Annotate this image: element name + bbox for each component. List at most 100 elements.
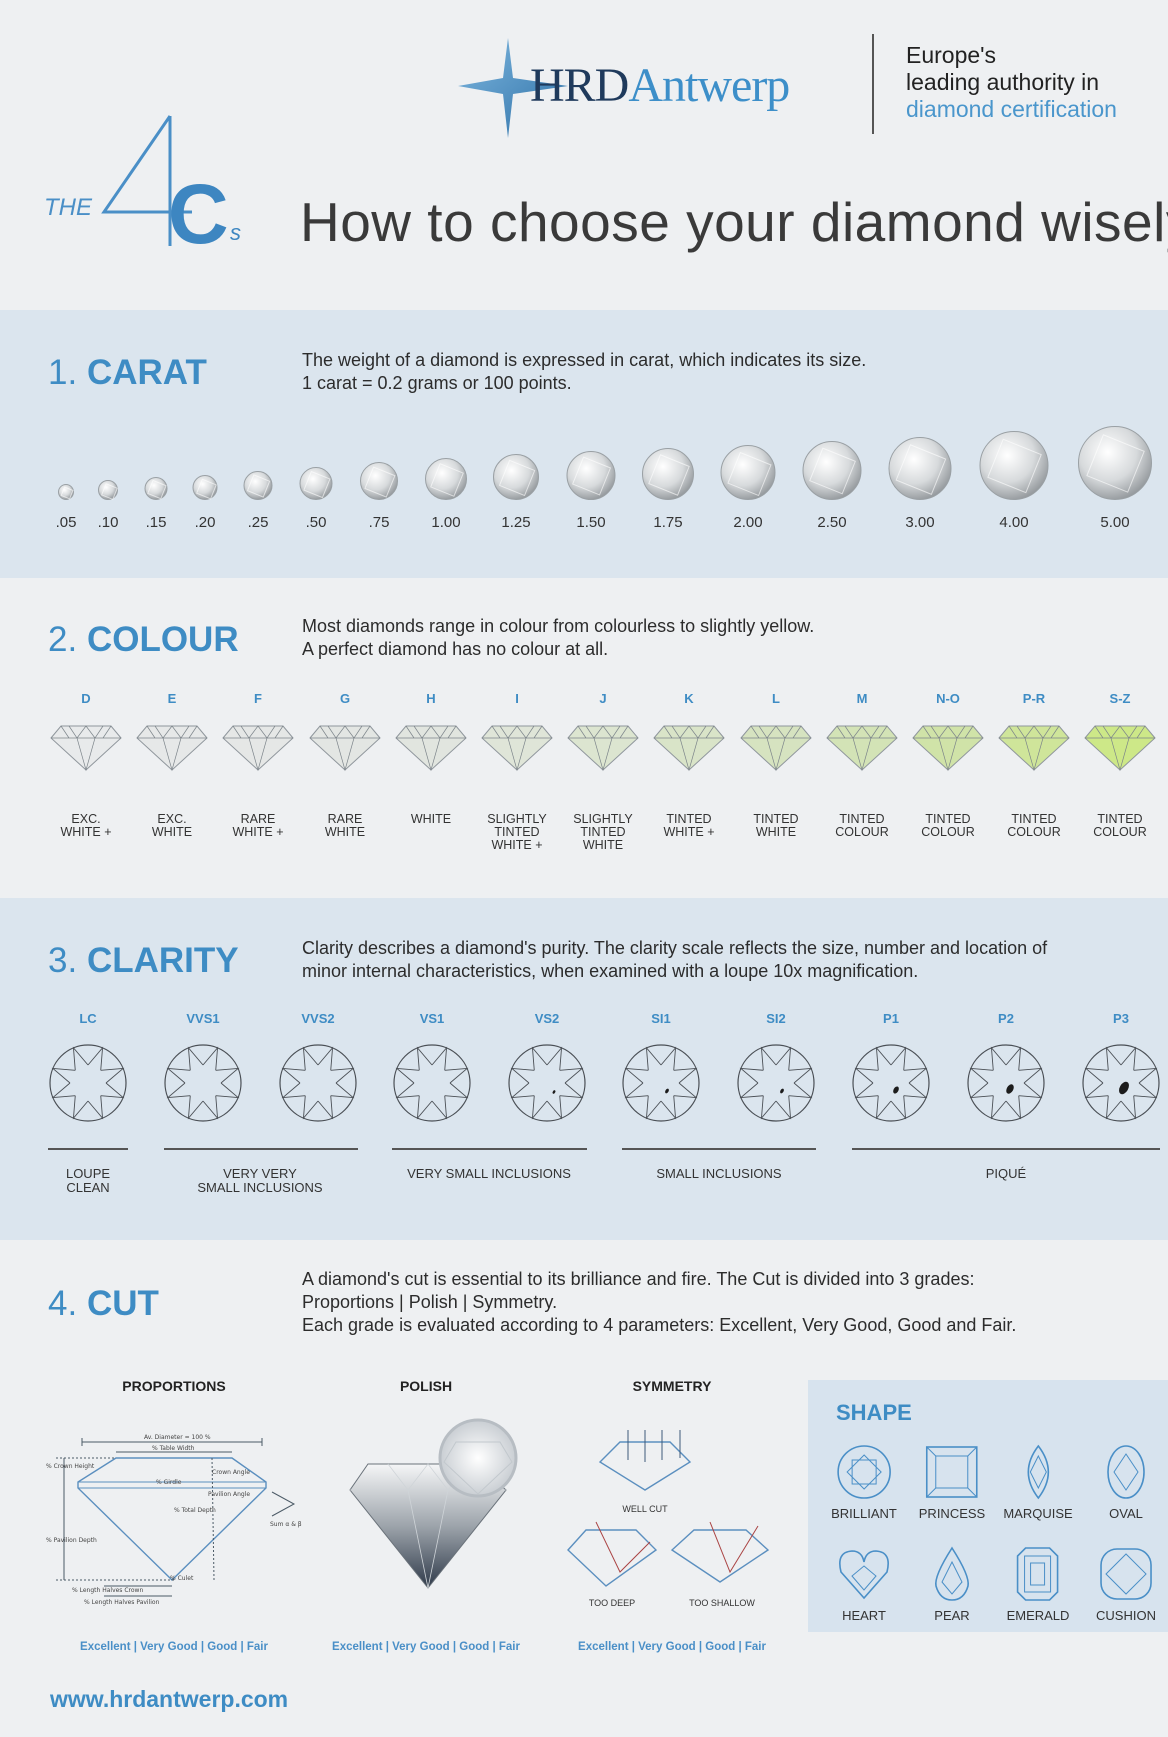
colour-grade-letter: P-R: [1022, 691, 1046, 706]
carat-section: [0, 310, 1168, 578]
symmetry-heading: SYMMETRY: [632, 1378, 712, 1394]
symmetry-scale: Excellent | Very Good | Good | Fair: [578, 1641, 766, 1653]
clarity-group-line: [852, 1148, 1160, 1150]
heart-shape-icon: [839, 1550, 889, 1600]
prop-label-crown-angle: Crown Angle: [212, 1469, 250, 1476]
proportions-diagram: Av. Diameter = 100 % % Table Width % Cro…: [46, 1434, 302, 1606]
carat-diamond: [720, 445, 776, 500]
carat-diamond-icon: [802, 441, 862, 500]
cut-desc-line3: Each grade is evaluated according to 4 p…: [302, 1315, 1017, 1335]
prop-label-culet: % Culet: [170, 1575, 194, 1582]
carat-diamond: [425, 458, 467, 500]
prop-label-table: % Table Width: [152, 1445, 195, 1452]
carat-weight-label: .25: [247, 514, 269, 531]
carat-diamond-icon: [360, 462, 398, 500]
prop-label-pavilion-depth: % Pavilion Depth: [46, 1537, 97, 1544]
clarity-group-label: LOUPE CLEAN: [65, 1166, 111, 1195]
tagline-line2: leading authority in: [906, 69, 1100, 95]
emerald-shape-icon: [1017, 1547, 1059, 1601]
carat-weight-label: 2.00: [733, 514, 763, 531]
cut-heading: 4. CUT: [48, 1284, 159, 1324]
logo-the: THE: [44, 194, 92, 221]
logo-c: C: [168, 167, 229, 261]
colour-grade-letter: K: [684, 691, 694, 706]
carat-title: CARAT: [86, 353, 207, 392]
carat-diamond: [243, 471, 273, 500]
carat-number: 1.: [48, 353, 78, 392]
clarity-number: 3.: [48, 941, 78, 980]
carat-description: The weight of a diamond is expressed in …: [302, 349, 866, 395]
pear-shape-icon: [935, 1546, 969, 1601]
symmetry-diagram: WELL CUT TOO DEEP TOO SHALLOW: [567, 1430, 770, 1608]
carat-weight-label: 3.00: [905, 514, 935, 531]
clarity-group-line: [392, 1148, 587, 1150]
header-divider: [872, 34, 874, 134]
colour-grade-label: TINTED COLOUR: [921, 812, 975, 839]
carat-weight-label: 1.75: [653, 514, 683, 531]
colour-desc-line2: A perfect diamond has no colour at all.: [302, 639, 609, 659]
colour-grade-label: RARE WHITE: [324, 812, 366, 839]
shape-panel: SHAPE BRILLIANT PRINCESS MARQUISE OVAL H…: [808, 1380, 1168, 1632]
clarity-desc-line2: minor internal characteristics, when exa…: [302, 961, 919, 981]
clarity-group-label: VERY VERY SMALL INCLUSIONS: [197, 1166, 323, 1195]
clarity-grade-label: LC: [79, 1011, 97, 1026]
website-link[interactable]: www.hrdantwerp.com: [50, 1686, 289, 1712]
hrd-star-logo-icon: [458, 38, 568, 138]
carat-desc-line2: 1 carat = 0.2 grams or 100 points.: [302, 373, 572, 393]
carat-weight-label: 1.25: [501, 514, 531, 531]
shape-label-pear: PEAR: [934, 1608, 970, 1623]
colour-diamond-icon: [1084, 725, 1156, 772]
polish-scale: Excellent | Very Good | Good | Fair: [332, 1641, 520, 1653]
carat-diamond-icon: [192, 475, 218, 500]
carat-diamond-icon: [98, 480, 118, 500]
carat-diamond-icon: [425, 458, 467, 500]
colour-heading: 2. COLOUR: [48, 620, 239, 660]
colour-grade-letter: L: [772, 691, 780, 706]
colour-grade-letter: M: [856, 691, 868, 706]
clarity-group-line: [164, 1148, 358, 1150]
prop-label-crown-height: % Crown Height: [46, 1463, 95, 1470]
proportions-heading: PROPORTIONS: [122, 1378, 226, 1394]
carat-diamond-icon: [144, 477, 168, 500]
colour-diamond-icon: [136, 725, 208, 772]
clarity-desc-line1: Clarity describes a diamond's purity. Th…: [302, 938, 1048, 958]
colour-diamond-icon: [826, 725, 898, 772]
carat-diamond-icon: [979, 431, 1049, 500]
polish-diamond-image: [349, 1418, 518, 1589]
clarity-diagram-icon: [852, 1044, 930, 1122]
clarity-diagram-icon: [508, 1044, 586, 1122]
colour-grade-label: EXC. WHITE: [151, 812, 193, 839]
colour-diamond-icon: [222, 725, 294, 772]
too-deep-label: TOO DEEP: [589, 1598, 635, 1608]
clarity-title: CLARITY: [86, 941, 239, 980]
clarity-diagram-icon: [164, 1044, 242, 1122]
carat-diamond: [144, 477, 168, 500]
cut-title: CUT: [86, 1284, 159, 1323]
carat-diamond: [979, 431, 1049, 500]
colour-grade-label: TINTED WHITE: [753, 812, 799, 839]
polish-heading: POLISH: [399, 1378, 453, 1394]
clarity-diagram-icon: [393, 1044, 471, 1122]
carat-diamond: [566, 451, 616, 500]
colour-grade-letter: D: [81, 691, 91, 706]
colour-title: COLOUR: [86, 620, 239, 659]
clarity-grade-label: VS2: [534, 1011, 560, 1026]
carat-diamond-icon: [566, 451, 616, 500]
colour-desc-line1: Most diamonds range in colour from colou…: [302, 616, 815, 636]
shape-label-brilliant: BRILLIANT: [831, 1506, 897, 1521]
princess-shape-icon: [926, 1446, 978, 1498]
carat-diamond-icon: [243, 471, 273, 500]
brilliant-shape-icon: [837, 1445, 891, 1499]
carat-diamond: [192, 475, 218, 500]
carat-diamond: [642, 448, 694, 500]
colour-grade-label: WHITE: [410, 812, 452, 826]
logo-hrd: HRD: [530, 59, 629, 112]
colour-grade-letter: N-O: [936, 691, 960, 706]
marquise-shape-icon: [1027, 1444, 1049, 1500]
colour-diamond-icon: [740, 725, 812, 772]
colour-grade-letter: E: [167, 691, 177, 706]
clarity-diagram-icon: [967, 1044, 1045, 1122]
cut-desc-line1: A diamond's cut is essential to its bril…: [302, 1269, 975, 1289]
prop-label-total-depth: % Total Depth: [174, 1507, 216, 1514]
clarity-group-label: SMALL INCLUSIONS: [656, 1166, 782, 1181]
